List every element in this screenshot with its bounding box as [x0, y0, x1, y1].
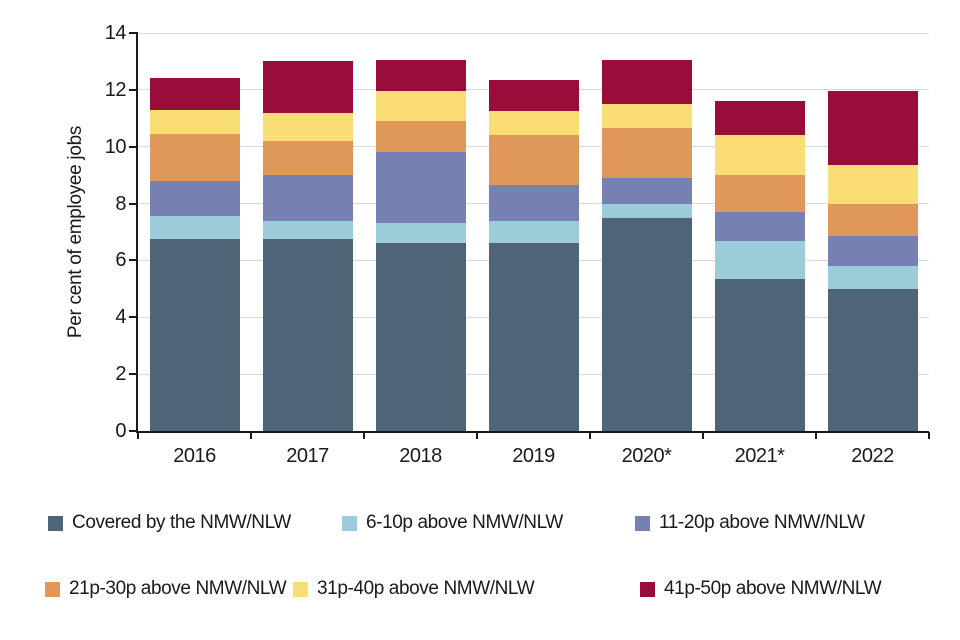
bar-segment-2020*-series3 [601, 128, 692, 178]
bar-segment-2021*-series2 [714, 212, 805, 241]
x-axis-tick [363, 432, 365, 439]
bar-segment-2019-series2 [488, 185, 579, 221]
y-axis-tick [129, 32, 138, 34]
bar-segment-2022-series0 [827, 288, 918, 431]
y-axis-line [136, 33, 138, 433]
x-axis-tick [250, 432, 252, 439]
y-axis-tick [129, 430, 138, 432]
bar-segment-2019-series4 [488, 111, 579, 136]
legend-swatch-icon [640, 581, 655, 597]
x-axis-tick [137, 432, 139, 439]
bar-segment-2017-series0 [262, 239, 353, 431]
bar-segment-2018-series2 [375, 152, 466, 224]
y-axis-tick [129, 88, 138, 91]
bar-segment-2016-series2 [149, 180, 240, 217]
y-gridline [138, 32, 929, 34]
bar-segment-2021*-series4 [714, 135, 805, 176]
legend-item-series5: 41p-50p above NMW/NLW [640, 578, 882, 599]
bar-segment-2018-series5 [375, 60, 466, 92]
bar-segment-2017-series4 [262, 112, 353, 142]
x-axis-label-2018: 2018 [399, 445, 442, 467]
y-axis-tick-label: 8 [115, 192, 126, 215]
y-axis-tick [129, 316, 138, 319]
bar-segment-2019-series5 [488, 79, 579, 112]
bar-segment-2016-series5 [149, 78, 240, 110]
y-axis-tick [129, 259, 138, 262]
bar-segment-2022-series3 [827, 203, 918, 237]
bar-segment-2016-series0 [149, 239, 240, 431]
legend-label: 6-10p above NMW/NLW [366, 512, 563, 533]
bar-segment-2020*-series0 [601, 217, 692, 431]
bar-segment-2017-series5 [262, 61, 353, 113]
x-axis-label-2021*: 2021* [734, 445, 785, 467]
bar-segment-2020*-series4 [601, 104, 692, 129]
y-axis-tick [129, 145, 138, 148]
bar-segment-2018-series0 [375, 243, 466, 431]
x-axis-tick [589, 432, 591, 439]
bar-segment-2017-series1 [262, 220, 353, 240]
bar-segment-2021*-series0 [714, 278, 805, 431]
legend-swatch-icon [342, 515, 357, 531]
bar-segment-2021*-series3 [714, 175, 805, 213]
y-axis-tick-label: 2 [115, 363, 126, 386]
x-axis-tick [702, 432, 704, 439]
y-axis-tick-label: 14 [104, 22, 127, 44]
legend-swatch-icon [293, 581, 308, 597]
legend-swatch-icon [48, 515, 63, 531]
x-axis-label-2017: 2017 [286, 445, 329, 467]
y-axis-tick-label: 10 [104, 135, 127, 158]
bar-segment-2018-series1 [375, 223, 466, 244]
bar-segment-2016-series4 [149, 109, 240, 134]
bar-segment-2019-series0 [488, 243, 579, 431]
bar-segment-2019-series3 [488, 135, 579, 186]
legend-label: Covered by the NMW/NLW [72, 512, 291, 533]
bar-segment-2016-series3 [149, 133, 240, 181]
y-axis-tick-label: 4 [115, 306, 126, 329]
legend-label: 21p-30p above NMW/NLW [69, 578, 287, 599]
bar-segment-2017-series2 [262, 175, 353, 221]
legend-label: 11-20p above NMW/NLW [659, 512, 865, 533]
y-axis-tick-label: 0 [115, 420, 126, 442]
bar-segment-2022-series4 [827, 165, 918, 204]
y-axis-tick [129, 373, 138, 376]
x-axis-line [136, 431, 929, 433]
bar-segment-2016-series1 [149, 216, 240, 240]
bar-segment-2022-series2 [827, 236, 918, 267]
y-axis-tick-label: 12 [104, 78, 127, 101]
bar-segment-2021*-series5 [714, 101, 805, 136]
bar-segment-2022-series5 [827, 91, 918, 166]
y-axis-tick [129, 202, 138, 205]
legend-swatch-icon [45, 581, 60, 597]
legend-label: 31p-40p above NMW/NLW [317, 578, 535, 599]
bar-segment-2022-series1 [827, 266, 918, 289]
x-axis-label-2016: 2016 [173, 445, 216, 467]
bar-segment-2018-series3 [375, 121, 466, 153]
bar-segment-2020*-series5 [601, 60, 692, 105]
bar-segment-2021*-series1 [714, 240, 805, 279]
x-axis-tick [476, 432, 478, 439]
bar-segment-2019-series1 [488, 220, 579, 244]
legend-item-series3: 21p-30p above NMW/NLW [45, 578, 287, 599]
x-axis-label-2022: 2022 [851, 445, 894, 467]
x-axis-tick [928, 432, 930, 439]
x-axis-tick [815, 432, 817, 439]
y-axis-tick-label: 6 [115, 249, 126, 272]
legend-item-series2: 11-20p above NMW/NLW [635, 512, 865, 533]
bar-segment-2020*-series2 [601, 177, 692, 204]
bar-segment-2017-series3 [262, 141, 353, 176]
legend-item-series0: Covered by the NMW/NLW [48, 512, 291, 533]
x-axis-label-2020*: 2020* [621, 445, 672, 467]
legend-swatch-icon [635, 515, 650, 531]
legend-item-series1: 6-10p above NMW/NLW [342, 512, 563, 533]
bar-segment-2018-series4 [375, 91, 466, 122]
x-axis-label-2019: 2019 [512, 445, 555, 467]
bar-segment-2020*-series1 [601, 203, 692, 218]
legend-label: 41p-50p above NMW/NLW [664, 578, 882, 599]
legend-item-series4: 31p-40p above NMW/NLW [293, 578, 535, 599]
